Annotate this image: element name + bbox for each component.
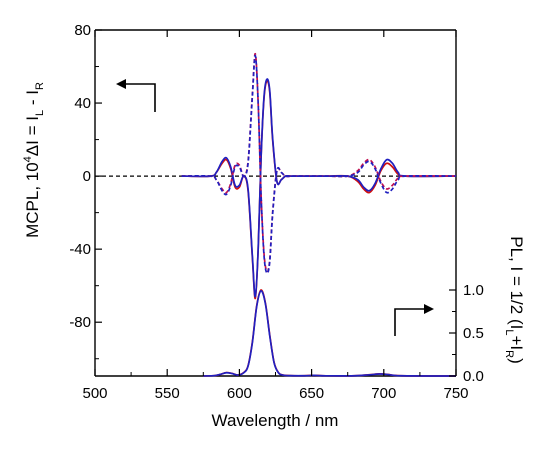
left-axis-title-main: MCPL, 10 [23,162,42,238]
left-axis-ticks: 80 40 0 -40 -80 [69,22,102,360]
left-axis-title: MCPL, 104ΔI = IL - IR [22,82,46,238]
mcpl-series-line-1 [181,78,457,298]
right-tick-label: 1.0 [463,282,484,299]
x-tick-label: 650 [299,385,324,402]
left-axis-title-sub2: R [34,82,46,90]
left-axis-title-mid: - I [23,90,42,110]
right-axis-title-sub2: R [503,350,515,358]
left-arrow-icon [116,79,156,112]
x-axis-ticks: 500 550 600 650 700 750 [82,30,469,402]
x-axis-title: Wavelength / nm [212,411,339,430]
right-axis-ticks: 0.0 0.5 1.0 [449,282,484,385]
left-tick-label: -80 [69,314,91,331]
right-tick-label: 0.0 [463,368,484,385]
left-tick-label: 80 [74,22,91,39]
left-tick-label: 40 [74,95,91,112]
right-arrow-icon [394,304,434,336]
mcpl-series-line-2 [181,52,457,273]
x-tick-label: 700 [371,385,396,402]
x-tick-label: 600 [227,385,252,402]
right-axis-title-mid: +I [507,335,526,350]
right-axis-title-end: ) [507,358,526,364]
x-tick-label: 550 [155,385,180,402]
mcpl-series-line-3 [181,54,457,275]
right-axis-title-sub1: L [503,329,515,335]
left-axis-title-sup: 4 [22,156,34,162]
pl-series-line-5 [203,290,457,377]
x-tick-label: 500 [82,385,107,402]
right-axis-title-main: PL, I = 1/2 (I [507,236,526,329]
left-tick-label: -40 [69,241,91,258]
series-layer [181,52,457,377]
left-axis-title-tail: ΔI = I [23,116,42,156]
x-tick-label: 750 [443,385,468,402]
pl-series-line-4 [203,289,457,377]
left-axis-title-sub1: L [34,110,46,116]
left-tick-label: 0 [83,168,91,185]
right-tick-label: 0.5 [463,325,484,342]
right-axis-title: PL, I = 1/2 (IL+IR) [503,236,526,363]
